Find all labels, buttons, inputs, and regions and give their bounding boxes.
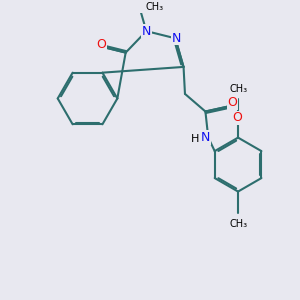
Text: O: O — [97, 38, 106, 51]
Text: N: N — [172, 32, 182, 45]
Text: N: N — [201, 131, 210, 144]
Text: H: H — [191, 134, 200, 144]
Text: O: O — [227, 97, 237, 110]
Text: CH₃: CH₃ — [229, 219, 247, 229]
Text: CH₃: CH₃ — [146, 2, 164, 11]
Text: O: O — [232, 111, 242, 124]
Text: N: N — [142, 25, 151, 38]
Text: CH₃: CH₃ — [229, 84, 247, 94]
